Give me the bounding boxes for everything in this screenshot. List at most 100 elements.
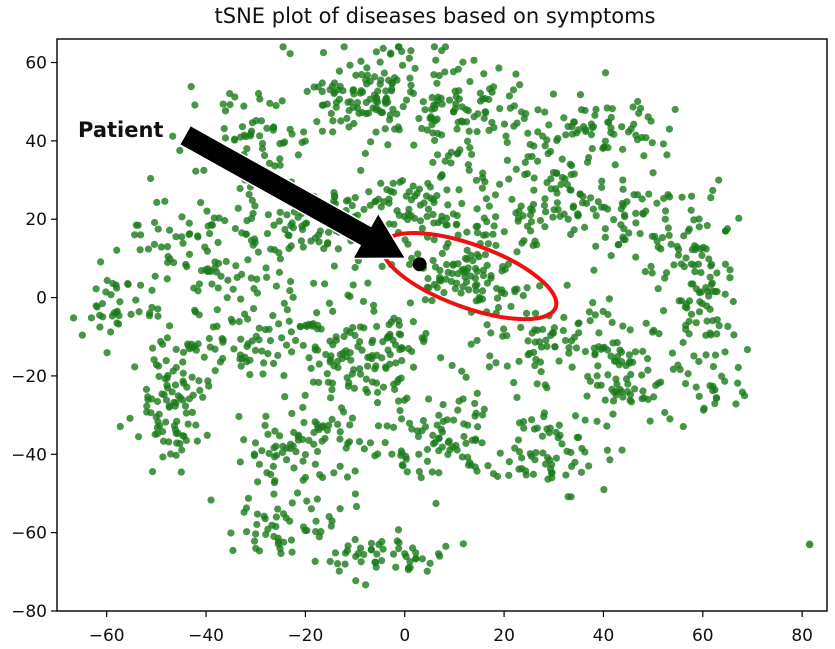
scatter-point xyxy=(137,231,145,239)
scatter-point xyxy=(231,93,239,101)
scatter-point xyxy=(361,149,369,158)
scatter-point xyxy=(514,436,523,444)
scatter-point xyxy=(191,101,199,109)
scatter-point xyxy=(464,161,472,169)
scatter-point xyxy=(196,386,204,395)
scatter-point xyxy=(243,315,252,323)
scatter-point xyxy=(313,447,322,456)
scatter-point xyxy=(610,215,618,224)
scatter-point xyxy=(466,144,474,152)
scatter-point xyxy=(345,438,354,446)
scatter-point xyxy=(692,319,700,327)
scatter-point xyxy=(606,456,614,464)
scatter-point xyxy=(394,397,403,405)
scatter-point xyxy=(499,332,507,340)
scatter-point xyxy=(564,215,572,223)
scatter-point xyxy=(372,379,381,387)
scatter-point xyxy=(526,140,534,149)
scatter-point xyxy=(444,239,452,248)
scatter-point xyxy=(575,329,583,337)
scatter-point xyxy=(695,392,703,400)
scatter-point xyxy=(644,113,652,121)
scatter-point xyxy=(242,230,250,238)
scatter-point xyxy=(385,199,393,207)
scatter-point xyxy=(254,89,263,98)
scatter-point xyxy=(348,414,357,422)
scatter-point xyxy=(288,548,296,556)
scatter-point xyxy=(453,150,461,158)
scatter-point xyxy=(437,354,445,362)
scatter-point xyxy=(407,211,415,220)
scatter-point xyxy=(438,212,446,221)
scatter-point xyxy=(397,447,405,455)
scatter-point xyxy=(697,268,705,277)
scatter-point xyxy=(207,496,215,504)
scatter-point xyxy=(588,144,596,153)
scatter-point xyxy=(472,222,480,231)
scatter-point xyxy=(336,82,344,90)
scatter-point xyxy=(358,346,366,354)
scatter-point xyxy=(433,151,442,159)
scatter-point xyxy=(264,350,272,358)
scatter-point xyxy=(144,245,153,253)
scatter-point xyxy=(661,274,669,282)
scatter-point xyxy=(399,102,407,111)
scatter-point xyxy=(561,336,570,345)
scatter-point xyxy=(630,120,638,128)
scatter-point xyxy=(289,293,297,301)
scatter-point xyxy=(445,96,454,104)
scatter-point xyxy=(705,255,713,263)
scatter-point xyxy=(592,212,600,220)
scatter-point xyxy=(495,64,503,72)
scatter-point xyxy=(520,424,528,432)
scatter-point xyxy=(734,363,742,372)
scatter-point xyxy=(340,332,348,341)
scatter-point xyxy=(190,342,199,350)
scatter-point xyxy=(363,80,371,88)
scatter-point xyxy=(361,581,370,589)
scatter-point xyxy=(392,359,400,367)
scatter-point xyxy=(435,276,444,285)
scatter-point xyxy=(541,223,549,231)
scatter-point xyxy=(398,461,406,469)
scatter-point xyxy=(429,440,438,448)
scatter-point xyxy=(463,267,471,275)
scatter-point xyxy=(473,467,481,475)
scatter-point xyxy=(554,205,562,214)
scatter-point xyxy=(389,423,398,431)
scatter-point xyxy=(551,343,559,351)
scatter-point xyxy=(471,399,479,408)
scatter-point xyxy=(385,220,393,228)
scatter-point xyxy=(264,211,272,219)
scatter-point xyxy=(346,349,354,357)
scatter-point xyxy=(318,473,327,482)
scatter-point xyxy=(643,355,652,363)
scatter-point xyxy=(263,229,272,238)
scatter-point xyxy=(533,424,541,432)
scatter-point xyxy=(351,490,359,498)
scatter-point xyxy=(395,211,403,219)
scatter-point xyxy=(367,546,375,554)
scatter-point xyxy=(519,291,527,300)
scatter-point xyxy=(235,412,243,421)
scatter-point xyxy=(313,309,321,317)
scatter-point xyxy=(386,111,394,119)
scatter-point xyxy=(194,233,202,241)
scatter-point xyxy=(352,502,361,511)
scatter-point xyxy=(324,239,332,247)
scatter-point xyxy=(437,131,446,139)
scatter-point xyxy=(492,213,500,221)
scatter-point xyxy=(150,240,159,248)
scatter-point xyxy=(472,176,481,184)
scatter-point xyxy=(494,303,503,312)
scatter-point xyxy=(638,371,646,379)
scatter-point xyxy=(465,166,473,174)
scatter-point xyxy=(650,393,658,401)
scatter-point xyxy=(437,425,445,433)
scatter-point xyxy=(275,268,284,276)
scatter-point xyxy=(396,178,404,186)
scatter-point xyxy=(589,299,597,307)
scatter-point xyxy=(377,556,386,565)
scatter-point xyxy=(387,85,396,93)
scatter-point xyxy=(617,388,625,396)
